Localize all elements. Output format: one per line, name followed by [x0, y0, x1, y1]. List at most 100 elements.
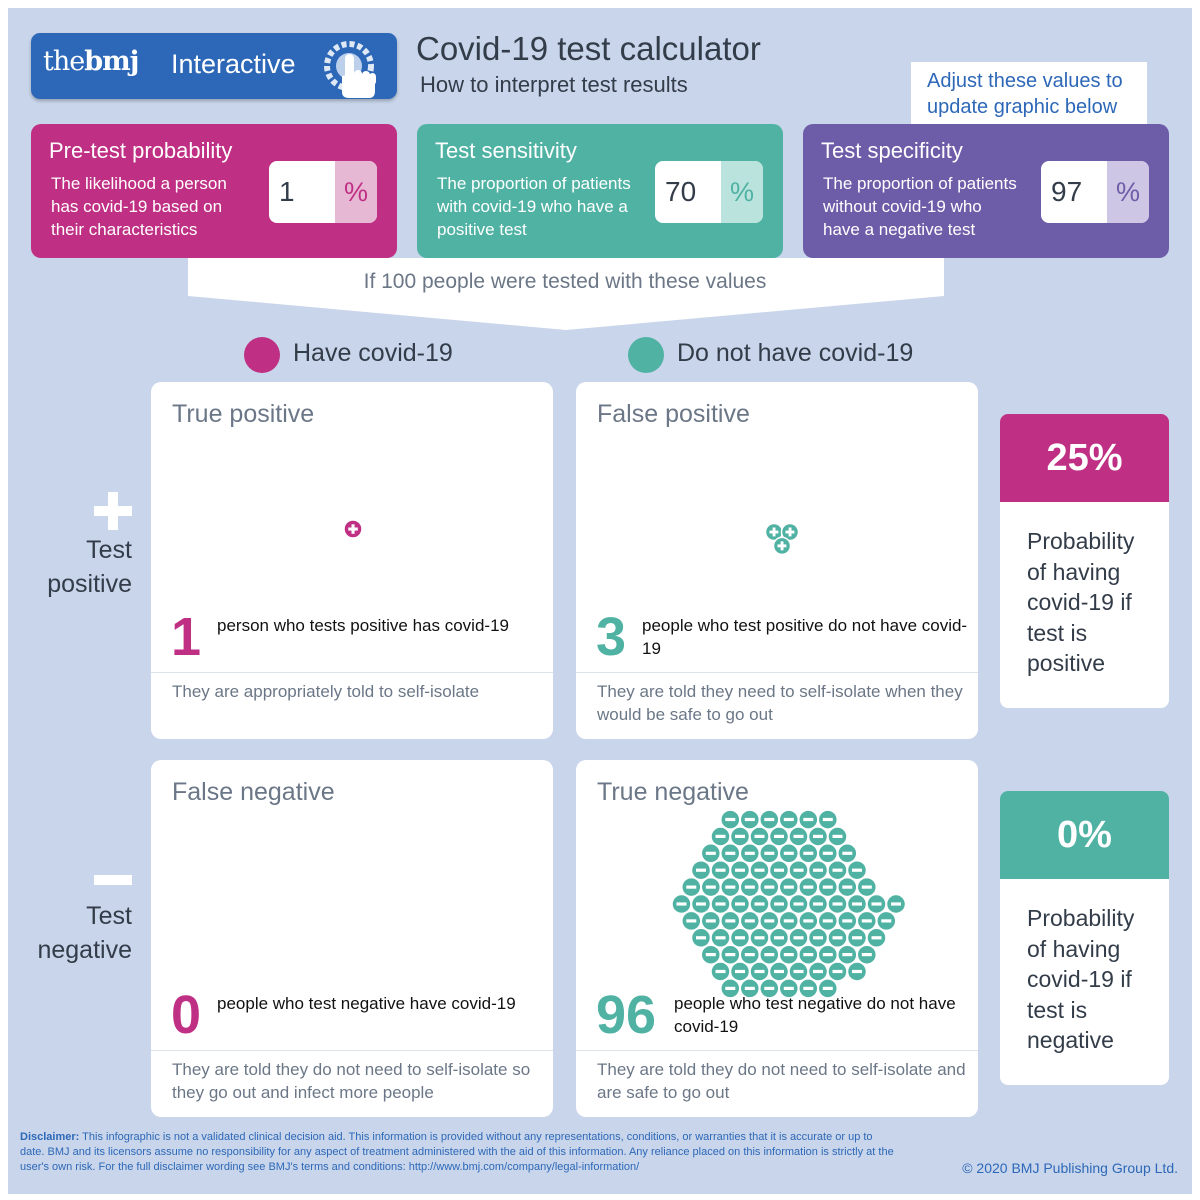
pretest-probability-input[interactable]	[279, 172, 331, 212]
test-specificity-field: %	[1041, 161, 1149, 223]
negative-without-covid-icon	[837, 843, 858, 864]
negative-without-covid-icon	[778, 944, 800, 965]
divider	[576, 1050, 978, 1051]
negative-without-covid-icon	[827, 859, 848, 881]
negative-without-covid-icon	[837, 944, 858, 965]
test-sensitivity-title: Test sensitivity	[435, 138, 577, 163]
negative-without-covid-icon	[700, 944, 722, 965]
negative-without-covid-icon	[690, 859, 712, 881]
percent-unit-label: %	[1107, 161, 1149, 223]
negative-without-covid-icon	[846, 859, 868, 881]
summary-text: If 100 people were tested with these val…	[363, 270, 767, 293]
test-specificity-input[interactable]	[1051, 172, 1103, 212]
positive-probability-value: 25%	[1000, 414, 1169, 502]
test-sensitivity-card: Test sensitivity The proportion of patie…	[417, 124, 783, 258]
negative-without-covid-icon	[846, 927, 868, 949]
negative-without-covid-icon	[729, 961, 751, 982]
positive-without-covid-icon	[772, 536, 792, 556]
false-positive-title: False positive	[597, 400, 750, 428]
negative-without-covid-icon	[700, 843, 722, 864]
true-positive-count: 1	[171, 607, 202, 667]
negative-without-covid-icon	[856, 944, 878, 965]
negative-without-covid-icon	[720, 843, 741, 864]
disclaimer: Disclaimer: This infographic is not a va…	[20, 1130, 900, 1175]
negative-without-covid-icon	[807, 961, 829, 982]
true-positive-title: True positive	[172, 400, 315, 428]
bmj-interactive-logo[interactable]: thebmj Interactive	[31, 33, 397, 99]
negative-without-covid-icon	[768, 859, 790, 881]
negative-without-covid-icon	[720, 809, 741, 830]
negative-without-covid-icon	[768, 961, 790, 982]
negative-without-covid-icon	[817, 843, 839, 864]
true-negative-consequence: They are told they do not need to self-i…	[597, 1060, 966, 1102]
negative-without-covid-icon	[759, 809, 780, 830]
negative-without-covid-icon	[807, 826, 829, 847]
have-covid-legend-dot	[244, 337, 280, 373]
test-negative-row-label: Test negative	[37, 902, 132, 964]
negative-without-covid-icon	[710, 826, 731, 847]
negative-without-covid-icon	[690, 893, 712, 915]
test-sensitivity-input[interactable]	[665, 172, 717, 212]
false-negative-consequence: They are told they do not need to self-i…	[172, 1060, 531, 1102]
negative-without-covid-icon	[807, 859, 829, 881]
negative-without-covid-icon	[778, 910, 800, 932]
negative-without-covid-icon	[817, 910, 839, 932]
test-specificity-description: The proportion of patients without covid…	[823, 174, 1017, 239]
negative-without-covid-icon	[876, 910, 897, 932]
negative-without-covid-icon	[749, 961, 770, 982]
true-positive-description: person who tests positive has covid-19	[217, 616, 509, 635]
negative-without-covid-icon	[739, 876, 761, 898]
negative-without-covid-icon	[759, 843, 780, 864]
negative-without-covid-icon	[690, 927, 712, 949]
false-negative-title: False negative	[172, 778, 335, 806]
negative-without-covid-icon	[778, 809, 800, 830]
negative-without-covid-icon	[846, 961, 868, 982]
no-covid-legend-dot	[628, 337, 664, 373]
test-specificity-title: Test specificity	[821, 138, 963, 163]
negative-without-covid-icon	[798, 876, 819, 898]
negative-probability-card: 0% Probability of having covid-19 if tes…	[1000, 791, 1169, 1085]
pretest-probability-field: %	[269, 161, 377, 223]
negative-without-covid-icon	[681, 876, 702, 898]
negative-without-covid-icon	[710, 961, 731, 982]
negative-without-covid-icon	[798, 910, 819, 932]
false-positive-description: people who test positive do not have cov…	[642, 616, 968, 658]
false-positive-consequence: They are told they need to self-isolate …	[597, 682, 963, 724]
negative-without-covid-icon	[729, 859, 751, 881]
negative-without-covid-icon	[768, 893, 790, 915]
summary-funnel-shape	[188, 258, 944, 330]
negative-without-covid-icon	[700, 910, 722, 932]
infographic-canvas: thebmj Interactive Covid-19 test calcula…	[8, 8, 1192, 1194]
negative-without-covid-icon	[739, 910, 761, 932]
negative-without-covid-icon	[788, 893, 809, 915]
negative-without-covid-icon	[749, 859, 770, 881]
logo-wordmark: thebmj	[43, 46, 139, 77]
negative-without-covid-icon	[759, 944, 780, 965]
negative-without-covid-icon	[866, 927, 887, 949]
positive-probability-text: Probability of having covid-19 if test i…	[1027, 528, 1135, 676]
negative-without-covid-icon	[788, 927, 809, 949]
false-negative-panel: False negative 0 people who test negativ…	[151, 760, 553, 1117]
negative-without-covid-icon	[837, 876, 858, 898]
negative-without-covid-icon	[817, 876, 839, 898]
negative-without-covid-icon	[681, 910, 702, 932]
pretest-probability-description: The likelihood a person has covid-19 bas…	[51, 174, 227, 239]
negative-without-covid-icon	[720, 944, 741, 965]
true-positive-consequence: They are appropriately told to self-isol…	[172, 682, 480, 701]
negative-without-covid-icon	[846, 893, 868, 915]
negative-without-covid-icon	[885, 893, 907, 915]
positive-with-covid-icon	[343, 519, 363, 539]
touch-hand-icon	[324, 41, 376, 98]
negative-without-covid-icon	[837, 910, 858, 932]
logo-interactive-label: Interactive	[171, 49, 296, 79]
negative-without-covid-icon	[710, 859, 731, 881]
negative-without-covid-icon	[739, 809, 761, 830]
plus-icon-stem	[108, 492, 118, 530]
negative-without-covid-icon	[710, 927, 731, 949]
percent-unit-label: %	[335, 161, 377, 223]
negative-without-covid-icon	[856, 876, 878, 898]
negative-without-covid-icon	[827, 826, 848, 847]
test-positive-row-label: Test positive	[47, 536, 132, 598]
negative-probability-value: 0%	[1000, 791, 1169, 879]
divider	[576, 672, 978, 673]
